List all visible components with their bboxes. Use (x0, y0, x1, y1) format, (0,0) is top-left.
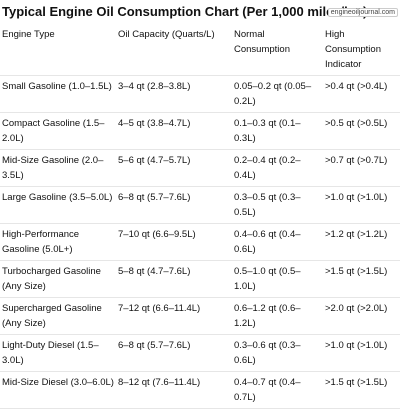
table-cell: Large Gasoline (3.5–5.0L) (2, 192, 113, 203)
table-cell: 0.4–0.7 qt (0.4–0.7L) (234, 377, 301, 403)
column-header: Normal Consumption (234, 29, 290, 55)
watermark: engineoiljournal.com (327, 8, 398, 17)
table-cell: 4–5 qt (3.8–4.7L) (118, 118, 191, 129)
table-row: Mid-Size Gasoline (2.0–3.5L) 5–6 qt (4.7–… (0, 150, 400, 187)
table-row: High-Performance Gasoline (5.0L+) 7–10 qt… (0, 224, 400, 261)
table-cell: >0.5 qt (>0.5L) (325, 118, 388, 129)
table-cell: 0.5–1.0 qt (0.5–1.0L) (234, 266, 301, 292)
table-cell: >1.2 qt (>1.2L) (325, 229, 388, 240)
table-cell: 0.1–0.3 qt (0.1–0.3L) (234, 118, 301, 144)
table-cell: Mid-Size Gasoline (2.0–3.5L) (2, 155, 104, 181)
table-cell: >2.0 qt (>2.0L) (325, 303, 388, 314)
table-row: Small Gasoline (1.0–1.5L) 3–4 qt (2.8–3.8… (0, 76, 400, 113)
page: Typical Engine Oil Consumption Chart (Pe… (0, 4, 400, 409)
table-cell: 8–12 qt (7.6–11.4L) (118, 377, 201, 388)
table-cell: Turbocharged Gasoline (Any Size) (2, 266, 101, 292)
table-cell: >0.7 qt (>0.7L) (325, 155, 388, 166)
table-cell: 7–12 qt (6.6–11.4L) (118, 303, 201, 314)
table: Engine Type Oil Capacity (Quarts/L) Normal… (0, 24, 400, 409)
table-row: Supercharged Gasoline (Any Size) 7–12 qt … (0, 298, 400, 335)
table-cell: 0.05–0.2 qt (0.05–0.2L) (234, 81, 312, 107)
title: Typical Engine Oil Consumption Chart (Pe… (2, 4, 368, 19)
table-cell: Mid-Size Diesel (3.0–6.0L) (2, 377, 114, 388)
table-row: Light-Duty Diesel (1.5–3.0L) 6–8 qt (5.7–… (0, 335, 400, 372)
table-cell: 0.3–0.6 qt (0.3–0.6L) (234, 340, 301, 366)
table-cell: 3–4 qt (2.8–3.8L) (118, 81, 191, 92)
table-cell: >1.0 qt (>1.0L) (325, 192, 388, 203)
table-cell: 0.6–1.2 qt (0.6–1.2L) (234, 303, 301, 329)
table-cell: High-Performance Gasoline (5.0L+) (2, 229, 80, 255)
table-cell: 0.3–0.5 qt (0.3–0.5L) (234, 192, 301, 218)
table-cell: 0.2–0.4 qt (0.2–0.4L) (234, 155, 301, 181)
table-row: Mid-Size Diesel (3.0–6.0L) 8–12 qt (7.6–1… (0, 372, 400, 409)
table-row: Compact Gasoline (1.5–2.0L) 4–5 qt (3.8–4… (0, 113, 400, 150)
table-row: Large Gasoline (3.5–5.0L) 6–8 qt (5.7–7.6… (0, 187, 400, 224)
table-cell: 5–8 qt (4.7–7.6L) (118, 266, 191, 277)
column-header: Engine Type (2, 29, 55, 40)
table-cell: Supercharged Gasoline (Any Size) (2, 303, 102, 329)
table-cell: 5–6 qt (4.7–5.7L) (118, 155, 191, 166)
table-cell: 0.4–0.6 qt (0.4–0.6L) (234, 229, 301, 255)
table-cell: >0.4 qt (>0.4L) (325, 81, 388, 92)
column-header: Oil Capacity (Quarts/L) (118, 29, 215, 40)
table-body: Small Gasoline (1.0–1.5L) 3–4 qt (2.8–3.8… (0, 76, 400, 409)
table-cell: >1.5 qt (>1.5L) (325, 266, 388, 277)
table-cell: 7–10 qt (6.6–9.5L) (118, 229, 196, 240)
header-row: Engine Type Oil Capacity (Quarts/L) Normal… (0, 24, 400, 76)
table-cell: >1.5 qt (>1.5L) (325, 377, 388, 388)
table-cell: Light-Duty Diesel (1.5–3.0L) (2, 340, 99, 366)
table-cell: >1.0 qt (>1.0L) (325, 340, 388, 351)
table-row: Turbocharged Gasoline (Any Size) 5–8 qt (… (0, 261, 400, 298)
table-cell: Compact Gasoline (1.5–2.0L) (2, 118, 105, 144)
table-cell: 6–8 qt (5.7–7.6L) (118, 192, 191, 203)
table-cell: 6–8 qt (5.7–7.6L) (118, 340, 191, 351)
table-cell: Small Gasoline (1.0–1.5L) (2, 81, 112, 92)
column-header: High Consumption Indicator (325, 29, 381, 70)
